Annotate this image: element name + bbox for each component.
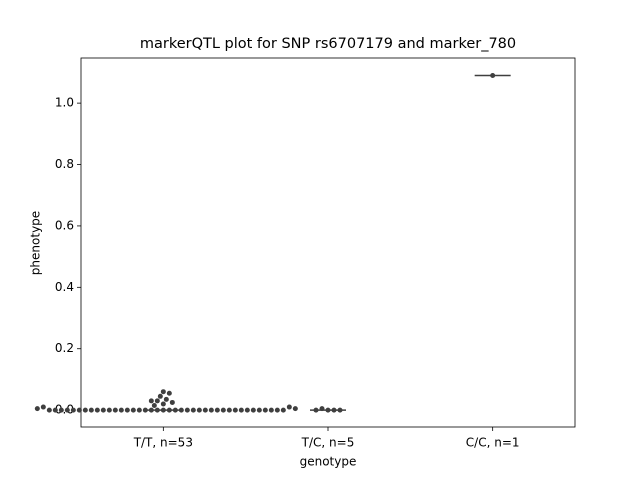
data-point <box>490 72 496 78</box>
data-point <box>172 407 178 413</box>
data-point <box>244 407 250 413</box>
y-tick-label: 0.8 <box>55 157 74 171</box>
data-point <box>88 407 94 413</box>
data-point <box>337 407 343 413</box>
data-point <box>160 407 166 413</box>
data-point <box>151 403 157 409</box>
y-tick-label: 0.0 <box>55 403 74 417</box>
data-point <box>136 407 142 413</box>
data-point <box>262 407 268 413</box>
y-axis-label: phenotype <box>29 211 43 275</box>
data-point <box>148 398 154 404</box>
x-axis-label: genotype <box>300 455 357 469</box>
y-tick-label: 0.6 <box>55 218 74 232</box>
data-point <box>46 407 52 413</box>
data-point <box>220 407 226 413</box>
data-point <box>148 407 154 413</box>
data-point <box>100 407 106 413</box>
data-point <box>331 407 337 413</box>
data-point <box>154 398 160 404</box>
data-point <box>268 407 274 413</box>
data-point <box>226 407 232 413</box>
data-point <box>325 407 331 413</box>
data-point <box>169 399 175 405</box>
data-point <box>202 407 208 413</box>
x-tick-label: T/C, n=5 <box>301 436 355 450</box>
data-point <box>313 407 319 413</box>
data-point <box>58 407 64 413</box>
data-point <box>94 407 100 413</box>
data-point <box>166 407 172 413</box>
data-point <box>250 407 256 413</box>
data-point <box>106 407 112 413</box>
data-point <box>154 407 160 413</box>
plot-frame <box>80 57 576 428</box>
data-point <box>34 406 40 412</box>
chart-title: markerQTL plot for SNP rs6707179 and mar… <box>140 36 516 52</box>
data-point <box>118 407 124 413</box>
data-point <box>82 407 88 413</box>
data-point <box>130 407 136 413</box>
data-point <box>208 407 214 413</box>
y-tick-label: 0.4 <box>55 280 74 294</box>
data-point <box>112 407 118 413</box>
data-point <box>160 401 166 407</box>
data-point <box>184 407 190 413</box>
data-point <box>196 407 202 413</box>
data-point <box>163 396 169 402</box>
x-tick-label: T/T, n=53 <box>133 436 193 450</box>
data-point <box>166 390 172 396</box>
y-tick-label: 1.0 <box>55 96 74 110</box>
data-point <box>280 407 286 413</box>
data-point <box>256 407 262 413</box>
data-point <box>274 407 280 413</box>
data-point <box>238 407 244 413</box>
data-point <box>157 393 163 399</box>
data-point <box>40 404 46 410</box>
data-point <box>319 406 325 412</box>
data-point <box>214 407 220 413</box>
data-point <box>190 407 196 413</box>
data-point <box>232 407 238 413</box>
x-tick-label: C/C, n=1 <box>466 436 520 450</box>
data-point <box>124 407 130 413</box>
data-point <box>52 407 58 413</box>
y-tick-label: 0.2 <box>55 341 74 355</box>
data-point <box>142 407 148 413</box>
data-point <box>178 407 184 413</box>
data-point <box>64 407 70 413</box>
data-point <box>286 404 292 410</box>
data-point <box>76 407 82 413</box>
data-point <box>70 407 76 413</box>
data-point <box>160 389 166 395</box>
data-point <box>292 406 298 412</box>
